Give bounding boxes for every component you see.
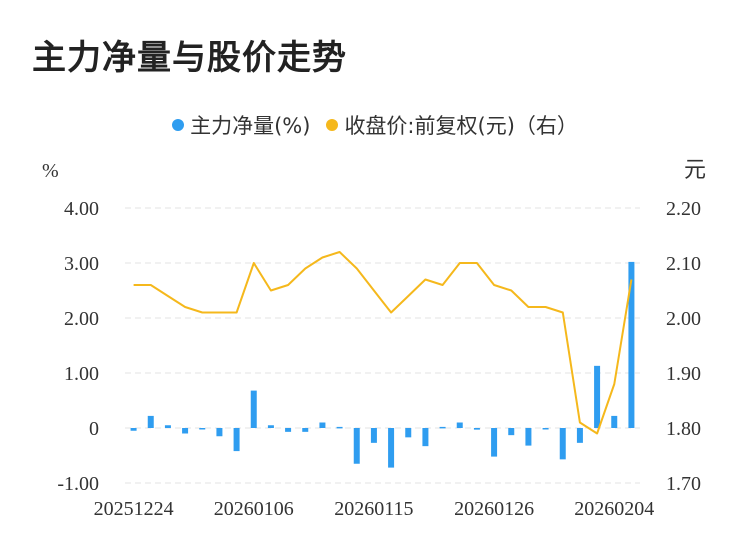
bar: [456, 422, 463, 428]
legend-line-marker: [326, 119, 339, 131]
legend-item-bar[interactable]: 主力净量(%): [172, 110, 310, 140]
y-right-tick-label: 2.20: [666, 198, 701, 220]
bar: [353, 428, 360, 464]
y-right-tick-label: 1.80: [666, 418, 701, 440]
bar-series: [130, 261, 635, 468]
bar: [473, 428, 480, 430]
legend-bar-label: 主力净量(%): [190, 114, 311, 138]
y-left-tick-label: 4.00: [64, 198, 99, 220]
bar: [559, 428, 566, 460]
x-tick-label: 20260115: [334, 498, 413, 520]
bar: [130, 428, 137, 431]
bar: [388, 428, 395, 468]
bar: [491, 428, 498, 457]
bar: [370, 428, 377, 443]
bar: [508, 428, 515, 436]
bar: [405, 428, 412, 438]
y-left-tick-label: 3.00: [64, 253, 99, 275]
y-left-tick-label: 1.00: [64, 363, 99, 385]
bar: [233, 428, 240, 452]
bar: [216, 428, 223, 437]
legend-line-label: 收盘价:前复权(元)（右）: [344, 114, 578, 138]
legend-item-line[interactable]: 收盘价:前复权(元)（右）: [326, 110, 578, 140]
axis-labels: 4.00 2.20 3.00 2.10 2.00 2.00 1.00 1.90 0 1.80 -1.…: [42, 157, 706, 520]
y-right-tick-label: 1.90: [666, 363, 701, 385]
price-line: [133, 251, 633, 435]
bar: [199, 428, 206, 430]
bar: [422, 428, 429, 447]
legend-bar-marker: [172, 119, 185, 131]
bar: [542, 428, 549, 430]
bar: [611, 415, 618, 428]
x-tick-label: 20260204: [574, 498, 654, 520]
chart-title: 主力净量与股价走势: [32, 38, 347, 78]
y-left-tick-label: -1.00: [57, 473, 99, 495]
bar: [285, 428, 292, 432]
x-tick-label: 20260126: [454, 498, 534, 520]
y-left-tick-label: 0: [89, 418, 99, 440]
y-right-unit-label: 元: [684, 157, 706, 182]
bar: [576, 428, 583, 443]
y-left-tick-label: 2.00: [64, 308, 99, 330]
x-tick-label: 20251224: [94, 498, 174, 520]
grid-lines: [125, 207, 640, 484]
bar: [267, 425, 274, 428]
bar: [302, 428, 309, 432]
bar: [525, 428, 532, 446]
y-right-tick-label: 1.70: [666, 473, 701, 495]
bar: [628, 261, 635, 428]
bar: [164, 425, 171, 428]
line-series: [133, 251, 633, 435]
x-tick-label: 20260106: [214, 498, 294, 520]
y-left-unit-label: %: [42, 160, 59, 182]
y-right-tick-label: 2.10: [666, 253, 701, 275]
bar: [594, 365, 601, 428]
bar: [182, 428, 189, 434]
bar: [336, 426, 343, 429]
legend: 主力净量(%) 收盘价:前复权(元)（右）: [0, 110, 750, 140]
bar: [439, 426, 446, 429]
bar: [147, 415, 154, 428]
bar: [319, 422, 326, 428]
bar: [250, 390, 257, 428]
y-right-tick-label: 2.00: [666, 308, 701, 330]
